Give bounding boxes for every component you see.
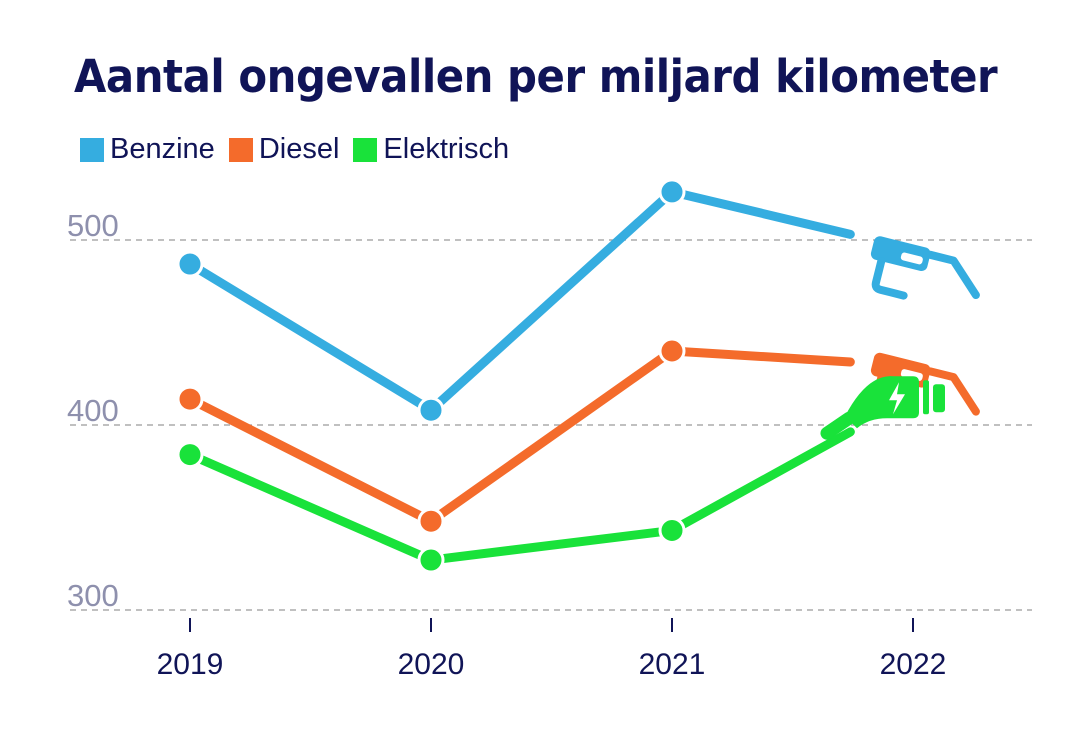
data-point-elektrisch-2021 [658,516,686,544]
ev-charger-plug-icon-elektrisch [820,376,945,440]
fuel-nozzle-icon-benzine-slot [900,252,923,265]
legend-swatch-benzine [80,137,104,162]
ev-charger-plug-icon-elektrisch-body [845,376,919,429]
legend-item-benzine: Benzine [80,133,215,166]
data-point-elektrisch-2020 [417,546,445,574]
legend-label-elektrisch: Elektrisch [383,133,510,165]
data-point-diesel-2021 [658,337,686,365]
series-line-elektrisch [185,427,855,565]
data-point-benzine-2021 [658,178,686,206]
fuel-nozzle-icon-diesel-spout [926,367,980,416]
y-tick-label-500: 500 [67,208,119,243]
x-tick-label-2021: 2021 [639,648,706,681]
legend-swatch-diesel [228,137,253,162]
chart-title: Aantal ongevallen per miljard kilometer [74,50,998,103]
x-tick-label-2020: 2020 [398,648,465,681]
legend-label-benzine: Benzine [110,133,215,165]
chart-legend: Benzine Diesel Elektrisch [80,133,523,166]
legend-item-elektrisch: Elektrisch [353,133,509,166]
y-tick-label-300: 300 [67,578,119,613]
x-tick-label-2019: 2019 [157,648,224,681]
data-point-benzine-2020 [417,396,445,424]
series-line-diesel [185,346,855,526]
data-point-benzine-2019 [176,250,204,278]
data-point-diesel-2019 [176,385,204,413]
fuel-nozzle-icon-benzine-spout [926,250,980,300]
legend-swatch-elektrisch [353,137,378,162]
fuel-nozzle-icon-benzine-handle [871,257,908,300]
y-tick-label-400: 400 [67,393,119,428]
data-point-elektrisch-2019 [176,441,204,469]
x-tick-label-2022: 2022 [880,648,947,681]
series-line-benzine [185,187,855,415]
fuel-nozzle-icon-benzine [870,236,980,300]
ev-charger-plug-icon-elektrisch-cable [820,411,856,440]
data-point-diesel-2020 [417,507,445,535]
ev-charger-plug-icon-elektrisch-prong-1 [923,380,929,415]
legend-item-diesel: Diesel [228,133,340,166]
legend-label-diesel: Diesel [258,133,340,165]
ev-charger-plug-icon-elektrisch-bolt [889,382,905,415]
ev-charger-plug-icon-elektrisch-prong-2 [933,384,945,413]
